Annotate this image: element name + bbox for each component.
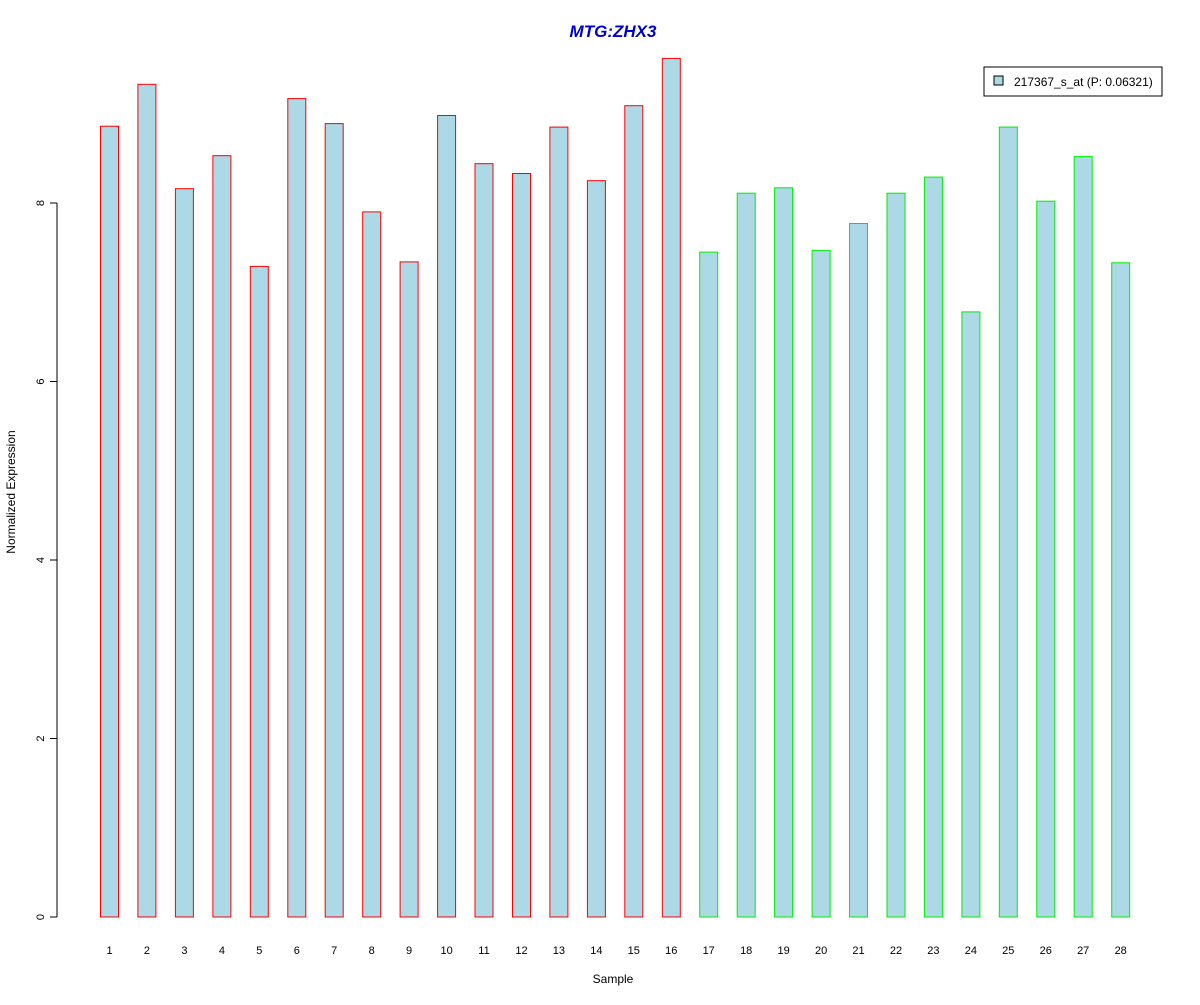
bar-sample-13 <box>549 126 569 918</box>
x-tick-label: 14 <box>590 945 602 957</box>
bar-sample-7 <box>324 123 344 918</box>
bar-sample-27 <box>1073 156 1093 918</box>
x-tick-label: 18 <box>740 945 752 957</box>
x-tick-label: 3 <box>181 945 187 957</box>
x-tick-label: 21 <box>852 945 864 957</box>
bar-sample-8 <box>362 211 382 918</box>
x-tick-label: 27 <box>1077 945 1089 957</box>
x-tick-label: 12 <box>515 945 527 957</box>
x-tick-label: 8 <box>369 945 375 957</box>
bar-sample-16 <box>661 57 681 918</box>
x-tick-label: 17 <box>703 945 715 957</box>
x-tick-label: 1 <box>106 945 112 957</box>
legend: 217367_s_at (P: 0.06321) <box>983 66 1163 97</box>
bar-sample-21 <box>849 223 868 918</box>
bar-sample-11 <box>474 163 494 918</box>
y-tick-label: 8 <box>35 200 47 206</box>
bar-sample-5 <box>249 265 269 918</box>
chart-title: MTG:ZHX3 <box>570 22 657 41</box>
x-axis-label: Sample <box>593 972 634 986</box>
bar-sample-10 <box>437 115 457 918</box>
x-tick-labels: 1 2 3 4 5 6 7 8 9 10 11 12 13 14 15 16 17 18 19 20 21 22 23 24 2… <box>106 945 1126 957</box>
bar-sample-15 <box>624 105 644 918</box>
bar-sample-24 <box>961 311 981 918</box>
bar-sample-17 <box>699 251 719 918</box>
x-tick-label: 25 <box>1002 945 1014 957</box>
bar-sample-20 <box>811 249 831 918</box>
x-tick-label: 23 <box>927 945 939 957</box>
bars <box>100 57 1131 918</box>
bar-sample-28 <box>1111 262 1131 918</box>
x-tick-label: 10 <box>440 945 452 957</box>
x-tick-label: 28 <box>1115 945 1127 957</box>
y-tick-label: 6 <box>35 378 47 384</box>
x-tick-label: 13 <box>553 945 565 957</box>
x-tick-label: 5 <box>256 945 262 957</box>
bar-sample-18 <box>736 192 756 918</box>
x-tick-label: 22 <box>890 945 902 957</box>
x-tick-label: 24 <box>965 945 977 957</box>
y-tick-label: 2 <box>35 735 47 741</box>
bar-sample-22 <box>886 192 906 918</box>
bar-sample-2 <box>137 83 157 918</box>
y-axis: 0 2 4 6 8 <box>35 200 58 920</box>
bar-sample-14 <box>586 180 606 918</box>
x-tick-label: 26 <box>1040 945 1052 957</box>
x-tick-label: 20 <box>815 945 827 957</box>
y-axis-label: Normalized Expression <box>4 430 18 553</box>
x-tick-label: 7 <box>331 945 337 957</box>
bar-sample-19 <box>774 187 794 918</box>
x-tick-label: 4 <box>219 945 225 957</box>
x-tick-label: 6 <box>294 945 300 957</box>
bar-sample-12 <box>512 173 531 918</box>
x-tick-label: 11 <box>478 945 489 957</box>
bar-sample-3 <box>174 188 194 918</box>
y-tick-label: 0 <box>35 914 47 920</box>
x-tick-label: 19 <box>777 945 789 957</box>
bar-sample-6 <box>287 98 307 918</box>
bar-sample-26 <box>1036 200 1056 918</box>
x-tick-label: 16 <box>665 945 677 957</box>
bar-sample-4 <box>212 155 232 918</box>
bar-sample-9 <box>399 261 419 918</box>
x-tick-label: 9 <box>406 945 412 957</box>
x-tick-label: 15 <box>628 945 640 957</box>
bar-sample-1 <box>100 125 119 918</box>
bar-sample-23 <box>923 176 943 918</box>
legend-box <box>983 66 1163 97</box>
legend-label: 217367_s_at (P: 0.06321) <box>1014 75 1153 89</box>
x-tick-label: 2 <box>144 945 150 957</box>
y-tick-label: 4 <box>35 557 47 563</box>
legend-swatch <box>993 75 1004 86</box>
bar-sample-25 <box>998 126 1018 918</box>
